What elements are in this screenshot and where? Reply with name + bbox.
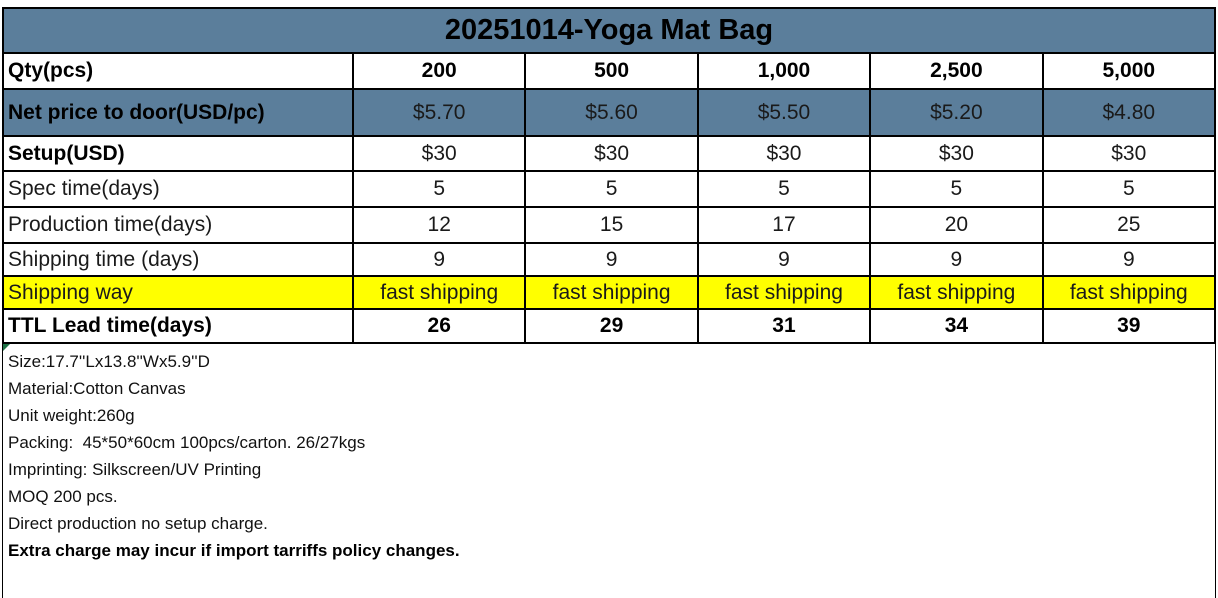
note-moq: MOQ 200 pcs. <box>8 487 118 506</box>
table-row-ttl-lead-time: TTL Lead time(days) 26 29 31 34 39 <box>2 308 1217 344</box>
note-imprinting: Imprinting: Silkscreen/UV Printing <box>8 460 262 479</box>
note-size: Size:17.7''Lx13.8''Wx5.9''D <box>8 352 210 371</box>
qty-value-cell: 5,000 <box>1041 52 1217 90</box>
production-time-value-cell: 12 <box>351 206 527 244</box>
row-label-shipping-time: Shipping time (days) <box>2 242 354 277</box>
production-time-value-cell: 15 <box>524 206 699 244</box>
net-price-value-cell: $4.80 <box>1041 88 1217 137</box>
table-row-setup: Setup(USD) $30 $30 $30 $30 $30 <box>2 135 1217 172</box>
ttl-lead-time-value-cell: 26 <box>351 308 527 344</box>
ttl-lead-time-value-cell: 29 <box>524 308 699 344</box>
setup-value-cell: $30 <box>869 135 1044 172</box>
shipping-time-value-cell: 9 <box>696 242 872 277</box>
setup-value-cell: $30 <box>696 135 872 172</box>
row-label-qty: Qty(pcs) <box>2 52 354 90</box>
net-price-value-cell: $5.70 <box>351 88 527 137</box>
spec-time-value-cell: 5 <box>351 170 527 208</box>
page-title: 20251014-Yoga Mat Bag <box>2 7 1216 54</box>
pricing-table: 20251014-Yoga Mat Bag Qty(pcs) 200 500 1… <box>2 7 1217 344</box>
qty-value-cell: 2,500 <box>869 52 1044 90</box>
shipping-time-value-cell: 9 <box>1041 242 1217 277</box>
qty-value-cell: 500 <box>524 52 699 90</box>
shipping-way-value-cell: fast shipping <box>869 275 1044 310</box>
table-row-spec-time: Spec time(days) 5 5 5 5 5 <box>2 170 1217 208</box>
spec-time-value-cell: 5 <box>1041 170 1217 208</box>
shipping-way-value-cell: fast shipping <box>696 275 872 310</box>
row-label-ttl-lead-time: TTL Lead time(days) <box>2 308 354 344</box>
shipping-way-value-cell: fast shipping <box>1041 275 1217 310</box>
shipping-way-value-cell: fast shipping <box>351 275 527 310</box>
net-price-value-cell: $5.50 <box>696 88 872 137</box>
table-row-qty: Qty(pcs) 200 500 1,000 2,500 5,000 <box>2 52 1217 90</box>
row-label-spec-time: Spec time(days) <box>2 170 354 208</box>
qty-value-cell: 200 <box>351 52 527 90</box>
note-material: Material:Cotton Canvas <box>8 379 186 398</box>
production-time-value-cell: 20 <box>869 206 1044 244</box>
cell-flag-icon <box>3 344 10 351</box>
setup-value-cell: $30 <box>351 135 527 172</box>
shipping-time-value-cell: 9 <box>524 242 699 277</box>
row-label-setup: Setup(USD) <box>2 135 354 172</box>
table-row-production-time: Production time(days) 12 15 17 20 25 <box>2 206 1217 244</box>
shipping-way-value-cell: fast shipping <box>524 275 699 310</box>
production-time-value-cell: 17 <box>696 206 872 244</box>
table-title-row: 20251014-Yoga Mat Bag <box>2 7 1216 54</box>
setup-value-cell: $30 <box>524 135 699 172</box>
spec-time-value-cell: 5 <box>696 170 872 208</box>
ttl-lead-time-value-cell: 34 <box>869 308 1044 344</box>
net-price-value-cell: $5.20 <box>869 88 1044 137</box>
table-row-net-price: Net price to door(USD/pc) $5.70 $5.60 $5… <box>2 88 1217 137</box>
notes-section: Size:17.7''Lx13.8''Wx5.9''D Material:Cot… <box>2 344 1216 598</box>
net-price-value-cell: $5.60 <box>524 88 699 137</box>
ttl-lead-time-value-cell: 31 <box>696 308 872 344</box>
table-row-shipping-way: Shipping way fast shipping fast shipping… <box>2 275 1217 310</box>
spec-time-value-cell: 5 <box>524 170 699 208</box>
note-direct-production: Direct production no setup charge. <box>8 514 268 533</box>
row-label-production-time: Production time(days) <box>2 206 354 244</box>
shipping-time-value-cell: 9 <box>869 242 1044 277</box>
ttl-lead-time-value-cell: 39 <box>1041 308 1217 344</box>
production-time-value-cell: 25 <box>1041 206 1217 244</box>
row-label-net-price: Net price to door(USD/pc) <box>2 88 354 137</box>
shipping-time-value-cell: 9 <box>351 242 527 277</box>
qty-value-cell: 1,000 <box>696 52 872 90</box>
note-unit-weight: Unit weight:260g <box>8 406 135 425</box>
note-tariff-warning: Extra charge may incur if import tarriff… <box>8 541 460 560</box>
setup-value-cell: $30 <box>1041 135 1217 172</box>
note-packing: Packing: 45*50*60cm 100pcs/carton. 26/27… <box>8 433 366 452</box>
row-label-shipping-way: Shipping way <box>2 275 354 310</box>
table-row-shipping-time: Shipping time (days) 9 9 9 9 9 <box>2 242 1217 277</box>
spec-time-value-cell: 5 <box>869 170 1044 208</box>
